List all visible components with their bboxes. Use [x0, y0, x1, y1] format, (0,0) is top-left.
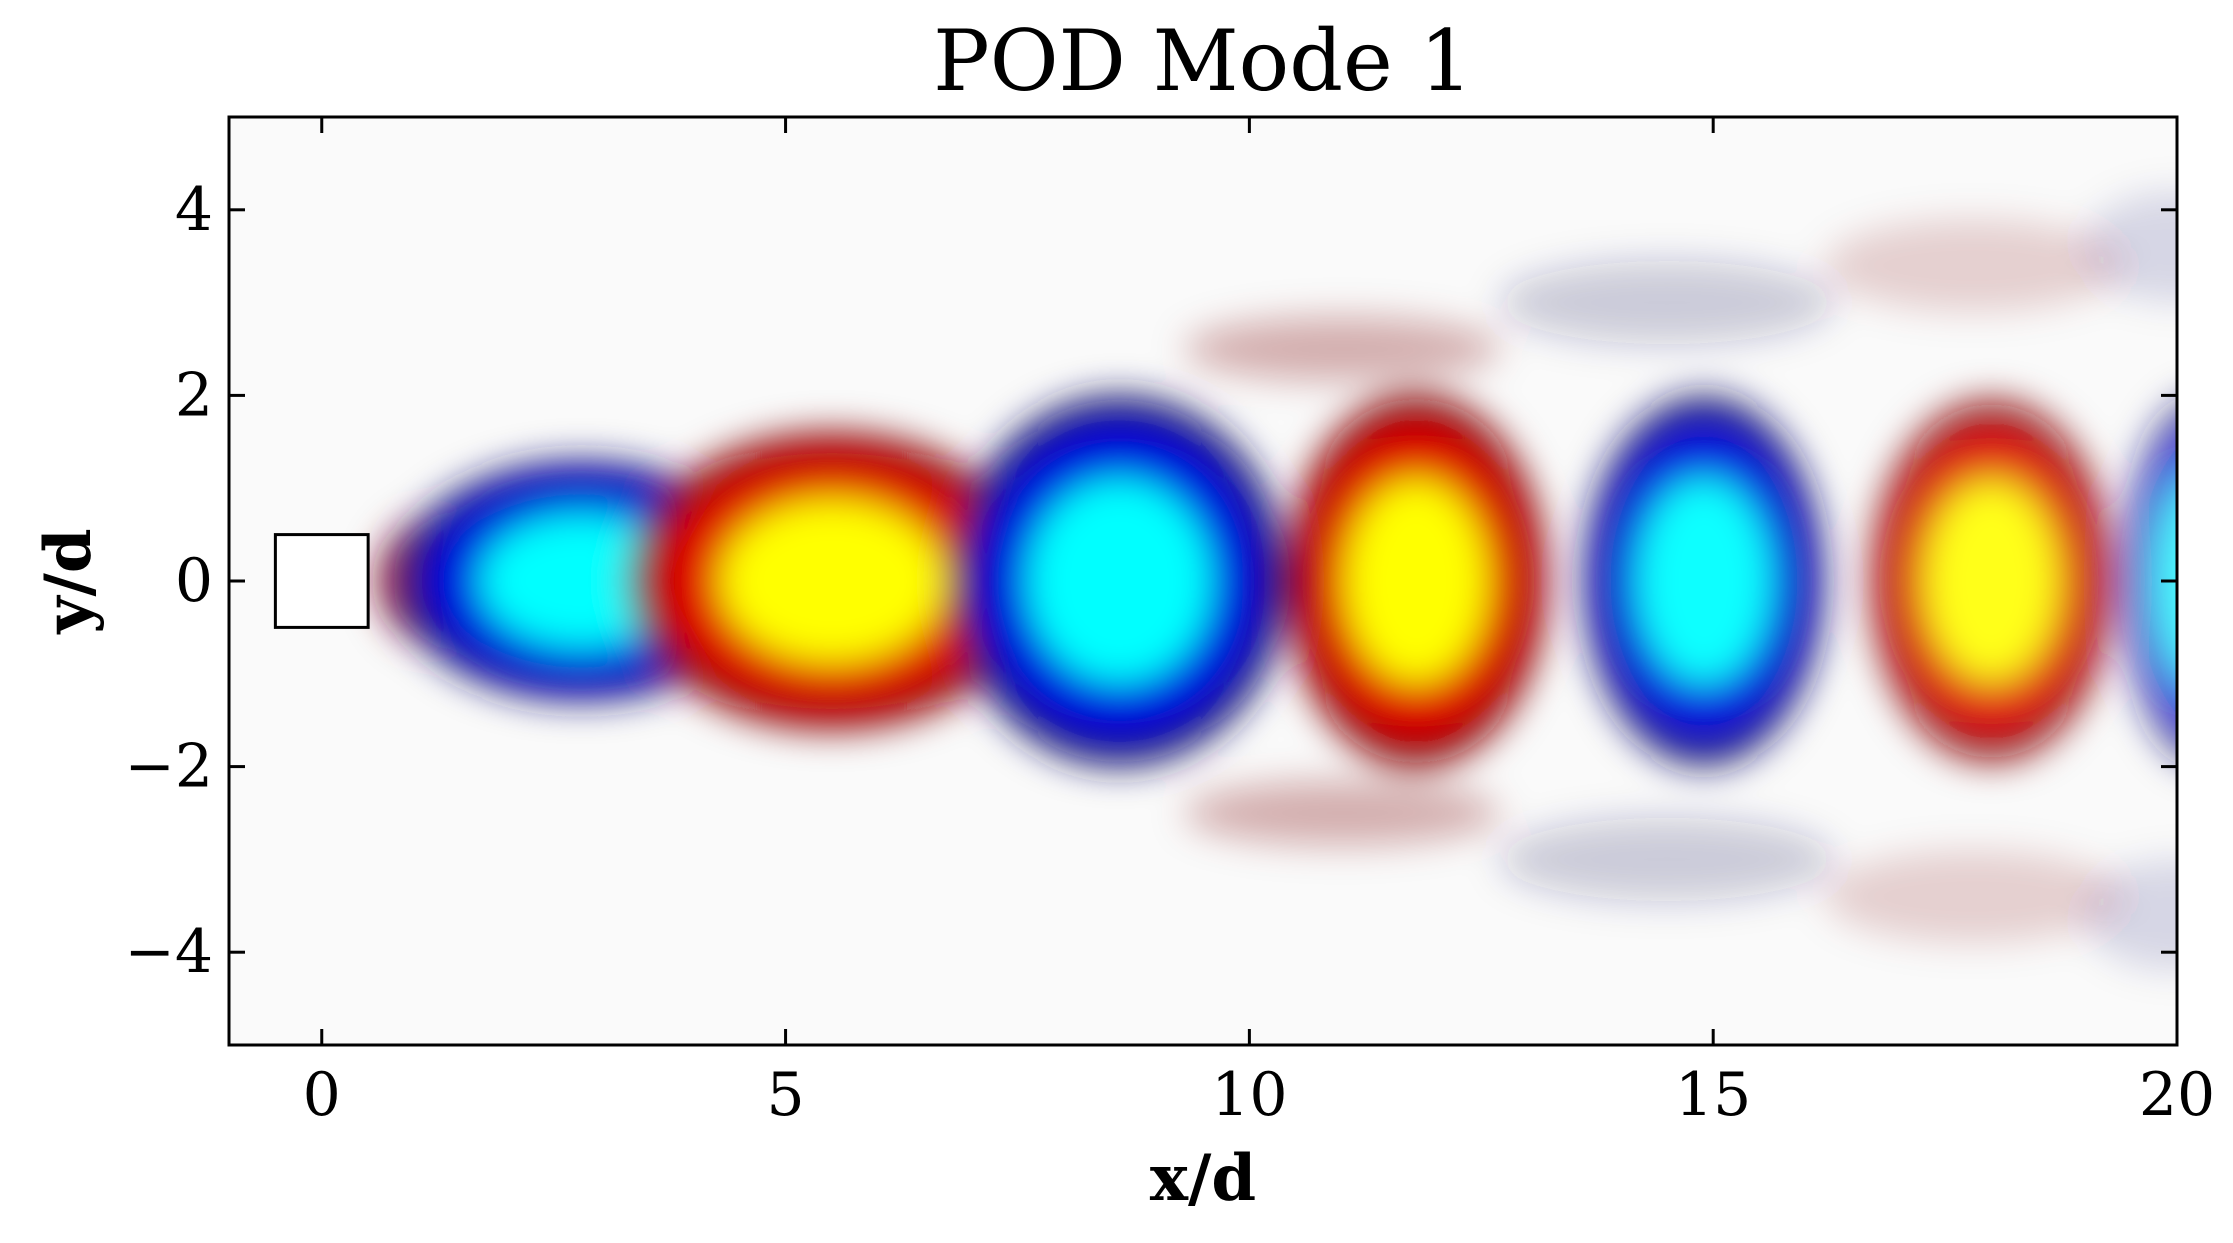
y-tick-label: −4	[125, 917, 213, 987]
wake-structure	[1184, 780, 1500, 846]
x-tick-label: 15	[1675, 1060, 1751, 1130]
wake-structure	[2121, 406, 2177, 756]
wake-structure	[1824, 219, 2122, 312]
wake-structure	[1286, 395, 1547, 767]
wake-structure	[627, 432, 1037, 730]
x-tick-label: 10	[1211, 1060, 1287, 1130]
square-cylinder	[273, 533, 370, 629]
wake-structure-layer	[1824, 219, 2122, 312]
wake-structure-layer	[2084, 859, 2177, 971]
wake-structure	[1499, 260, 1834, 345]
wake-structure	[952, 395, 1287, 767]
wake-structure	[1870, 400, 2113, 762]
y-axis-label: y/d	[31, 528, 106, 634]
wake-structure-layer	[2084, 191, 2177, 303]
wake-structure-layer	[1344, 478, 1488, 684]
y-tick-label: 4	[175, 175, 213, 245]
x-tick-label: 0	[303, 1060, 341, 1130]
wake-structure-layer	[1499, 817, 1834, 902]
chart-title: POD Mode 1	[933, 12, 1473, 110]
wake-structure	[1499, 817, 1834, 902]
wake-structure	[2084, 191, 2177, 303]
y-tick-label: 2	[175, 360, 213, 430]
wake-structure	[1824, 850, 2122, 943]
wake-structure-layer	[1184, 316, 1500, 382]
wake-structure-layer	[1499, 260, 1834, 345]
wake-structure	[1583, 395, 1825, 767]
x-axis-label: x/d	[1150, 1141, 1256, 1216]
x-tick-label: 20	[2139, 1060, 2215, 1130]
wake-structure-layer	[1824, 850, 2122, 943]
wake-structure-layer	[1184, 780, 1500, 846]
x-tick-label: 5	[766, 1060, 804, 1130]
y-tick-label: −2	[125, 732, 213, 802]
wake-structure	[1184, 316, 1500, 382]
wake-structure-layer	[1027, 478, 1212, 684]
mode-field	[377, 191, 2177, 971]
wake-structure-layer	[1925, 481, 2058, 681]
wake-structure-layer	[1637, 478, 1771, 684]
y-tick-label: 0	[175, 546, 213, 616]
wake-structure-layer	[479, 514, 684, 648]
y-axis-ticks: −4 −2 0 2 4	[125, 175, 2177, 987]
wake-structure-layer	[719, 499, 945, 663]
wake-structure	[2084, 859, 2177, 971]
wake-structure-layer	[2133, 435, 2177, 727]
x-axis-ticks: 0 5 10 15 20	[303, 117, 2215, 1130]
